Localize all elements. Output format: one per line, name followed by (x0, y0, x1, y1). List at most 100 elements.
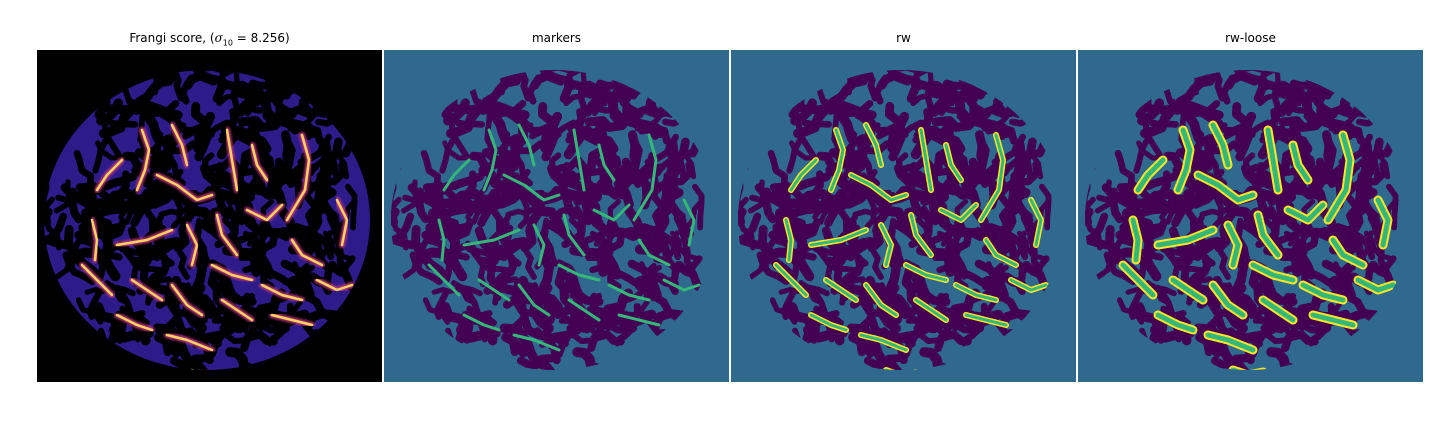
pore-blob (1228, 327, 1263, 348)
vessel-segment (1029, 198, 1043, 247)
pore-blob (1163, 151, 1199, 192)
pore-blob (1094, 179, 1114, 214)
pore-blob (147, 110, 187, 128)
rw-disk (738, 70, 1062, 370)
pore-blob (483, 254, 518, 295)
vessel-segment (1310, 312, 1356, 328)
pore-blob (439, 137, 456, 174)
pore-blob (830, 254, 865, 295)
pore-blob (1145, 280, 1177, 297)
vessel-segment (909, 213, 933, 257)
pore-blob (849, 282, 882, 309)
pore-blob (271, 164, 305, 210)
pore-blob (1230, 256, 1248, 305)
pore-blob (391, 196, 409, 251)
vessel-segment (984, 238, 1018, 267)
rw-loose-disk (1085, 70, 1409, 370)
vessel-segment (130, 278, 164, 302)
pore-blob (469, 151, 505, 192)
pore-blob (973, 110, 1006, 132)
vessel-segment (135, 128, 151, 192)
pore-blob (1289, 122, 1312, 163)
pore-blob (1357, 137, 1384, 181)
pore-blob (136, 254, 171, 295)
vessel-segment (824, 278, 858, 302)
pore-blob (757, 225, 772, 271)
pore-blob (305, 225, 327, 268)
pore-blob (410, 225, 425, 271)
pore-blob (122, 151, 158, 192)
pore-blob (618, 164, 652, 210)
vessel-segment (462, 228, 521, 247)
pore-blob (793, 106, 829, 139)
pore-blob (816, 151, 852, 192)
pore-blob (881, 327, 916, 348)
pore-blob (440, 302, 469, 344)
pore-blob (1217, 249, 1231, 280)
pore-blob (515, 292, 527, 330)
pore-blob (998, 194, 1033, 220)
vessel-segment (477, 278, 511, 302)
pore-blob (215, 162, 262, 195)
vessel-segment (944, 143, 963, 182)
vessel-segment (904, 263, 948, 282)
vessel-segment (632, 133, 658, 222)
pore-blob (999, 225, 1021, 268)
pore-blob (536, 256, 554, 305)
pore-blob (663, 137, 690, 181)
pore-blob (841, 110, 881, 128)
vessel-segment (90, 218, 99, 262)
vessel-segment (512, 333, 561, 352)
pore-blob (526, 354, 556, 370)
vessel-segment (597, 143, 616, 182)
vessel-segment (220, 298, 254, 322)
pore-blob (72, 231, 97, 270)
vessel-segment (335, 198, 349, 247)
pore-blob (595, 122, 618, 163)
pore-blob (107, 170, 130, 205)
pore-blob (242, 226, 272, 274)
vessel-segment (864, 123, 883, 167)
pore-blob (1221, 70, 1259, 86)
rw-loose-image (1078, 50, 1423, 382)
pore-blob (273, 83, 283, 127)
vessel-segment (1225, 222, 1241, 268)
vessel-segment (170, 123, 189, 167)
pore-blob (738, 212, 762, 245)
vessel-segment (557, 263, 601, 282)
pore-blob (1312, 164, 1346, 210)
vessel-segment (1355, 277, 1396, 293)
vessel-segment (1325, 132, 1353, 223)
vessel-segment (170, 283, 204, 317)
vessel-segment (1255, 212, 1281, 258)
pore-blob (766, 231, 791, 270)
vessel-segment (80, 263, 114, 297)
pore-blob (1085, 196, 1103, 251)
pore-blob (298, 98, 327, 118)
pore-blob (831, 204, 851, 244)
pore-blob (1104, 225, 1119, 271)
pore-blob (562, 162, 609, 195)
pore-blob (279, 110, 312, 132)
pore-blob (1263, 278, 1298, 306)
vessel-segment (482, 128, 498, 192)
vessel-segment (1009, 278, 1048, 292)
pore-blob (99, 106, 135, 139)
pore-blob (391, 212, 415, 245)
pore-blob (1345, 194, 1380, 220)
vessel-segment (245, 203, 284, 222)
vessel-segment (572, 128, 586, 192)
pore-blob (92, 137, 109, 174)
vessel-segment (532, 223, 546, 267)
pore-blob (546, 186, 581, 202)
pore-blob (478, 79, 511, 115)
vessel-segment (462, 313, 501, 332)
pore-blob (909, 162, 956, 195)
pore-blob (916, 278, 951, 306)
pore-blob (1242, 152, 1275, 181)
vessel-segment (290, 238, 324, 267)
pore-blob (532, 70, 575, 90)
pore-blob (682, 198, 705, 232)
frangi-panel-title: Frangi score, (σ10 = 8.256) (129, 31, 290, 48)
pore-blob (529, 128, 562, 140)
